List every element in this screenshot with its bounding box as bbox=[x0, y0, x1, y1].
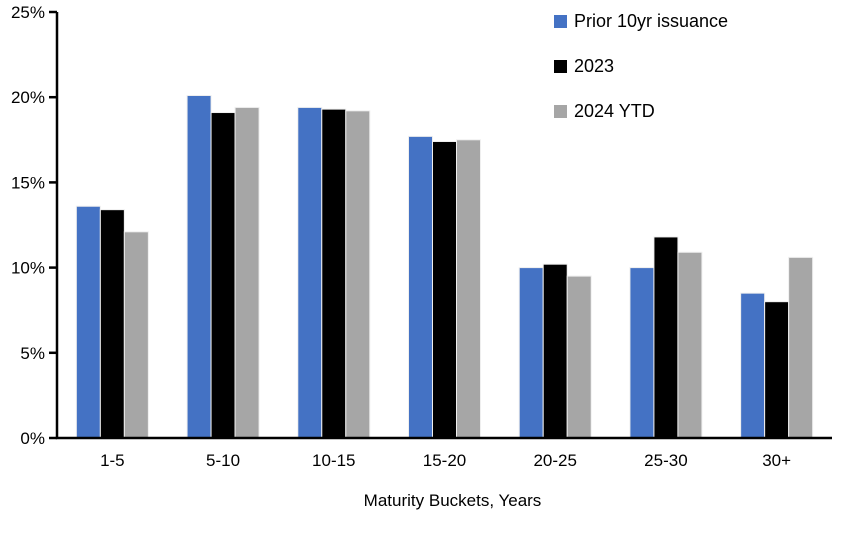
bar-20-25-2024-ytd bbox=[566, 275, 592, 439]
bar-1-5-2023 bbox=[99, 209, 125, 439]
y-tick-label: 15% bbox=[11, 173, 45, 192]
legend-item-2024-ytd: 2024 YTD bbox=[554, 100, 728, 122]
bar-10-15-2023 bbox=[321, 108, 347, 439]
x-tick-label: 1-5 bbox=[100, 451, 125, 470]
bar-15-20-2024-ytd bbox=[456, 139, 481, 439]
bar-10-15-2024-ytd bbox=[345, 110, 371, 439]
legend-swatch-2023 bbox=[554, 59, 567, 73]
legend-swatch-prior-10yr-issuance bbox=[554, 14, 567, 28]
bar-10-15-prior-10yr-issuance bbox=[297, 106, 323, 439]
bar-30+-2024-ytd bbox=[788, 256, 814, 439]
y-tick-label: 25% bbox=[11, 3, 45, 22]
legend-label-2023: 2023 bbox=[574, 55, 615, 76]
bar-20-25-2023 bbox=[542, 263, 568, 439]
bar-1-5-prior-10yr-issuance bbox=[75, 205, 101, 439]
x-tick-label: 30+ bbox=[762, 451, 791, 470]
bar-5-10-2023 bbox=[210, 112, 236, 439]
legend-swatch-2024-ytd bbox=[554, 104, 567, 118]
legend: Prior 10yr issuance 2023 2024 YTD bbox=[554, 10, 728, 145]
bar-30+-2023 bbox=[764, 301, 790, 439]
y-tick-label: 0% bbox=[20, 429, 45, 448]
bar-5-10-2024-ytd bbox=[234, 106, 260, 439]
legend-item-prior-10yr-issuance: Prior 10yr issuance bbox=[554, 10, 728, 32]
x-tick-label: 10-15 bbox=[312, 451, 355, 470]
bar-30+-prior-10yr-issuance bbox=[740, 292, 766, 439]
bar-1-5-2024-ytd bbox=[123, 231, 149, 439]
legend-label-2024-ytd: 2024 YTD bbox=[574, 100, 655, 121]
y-tick-label: 10% bbox=[11, 259, 45, 278]
bar-20-25-prior-10yr-issuance bbox=[518, 267, 544, 439]
x-tick-label: 20-25 bbox=[533, 451, 576, 470]
bar-5-10-prior-10yr-issuance bbox=[186, 94, 212, 439]
bar-25-30-2024-ytd bbox=[677, 251, 703, 439]
bar-15-20-prior-10yr-issuance bbox=[408, 135, 433, 439]
x-axis-title: Maturity Buckets, Years bbox=[363, 491, 542, 510]
y-tick-label: 5% bbox=[20, 344, 45, 363]
bar-15-20-2023 bbox=[432, 141, 457, 439]
bar-25-30-2023 bbox=[653, 236, 679, 439]
legend-item-2023: 2023 bbox=[554, 55, 728, 77]
y-tick-label: 20% bbox=[11, 88, 45, 107]
x-tick-label: 25-30 bbox=[644, 451, 687, 470]
x-tick-label: 5-10 bbox=[206, 451, 240, 470]
x-tick-label: 15-20 bbox=[423, 451, 466, 470]
bar-25-30-prior-10yr-issuance bbox=[629, 267, 655, 439]
legend-label-prior-10yr-issuance: Prior 10yr issuance bbox=[574, 10, 729, 31]
